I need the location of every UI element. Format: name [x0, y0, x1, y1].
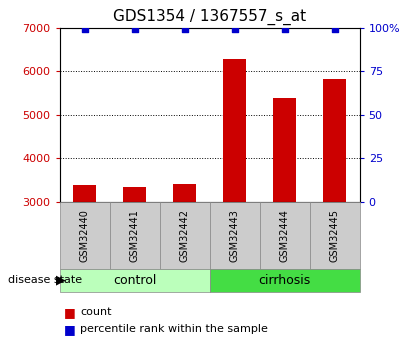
Point — [81, 27, 88, 32]
Bar — [123, 187, 146, 202]
Point — [132, 27, 138, 32]
Text: control: control — [113, 274, 156, 287]
Bar — [173, 184, 196, 202]
Text: GSM32440: GSM32440 — [80, 209, 90, 262]
Point — [181, 27, 188, 32]
Text: ■: ■ — [64, 323, 76, 336]
Text: GSM32441: GSM32441 — [129, 209, 140, 262]
Bar — [323, 79, 346, 202]
Title: GDS1354 / 1367557_s_at: GDS1354 / 1367557_s_at — [113, 9, 306, 25]
Point — [331, 27, 338, 32]
Text: GSM32444: GSM32444 — [279, 209, 290, 262]
Point — [231, 27, 238, 32]
Text: count: count — [80, 307, 112, 317]
Text: cirrhosis: cirrhosis — [259, 274, 311, 287]
Text: GSM32443: GSM32443 — [230, 209, 240, 262]
Text: GSM32442: GSM32442 — [180, 209, 189, 262]
Text: ▶: ▶ — [55, 274, 65, 287]
Bar — [223, 59, 246, 202]
Text: ■: ■ — [64, 306, 76, 319]
Text: GSM32445: GSM32445 — [330, 209, 339, 262]
Point — [281, 27, 288, 32]
Text: disease state: disease state — [8, 275, 82, 285]
Bar — [273, 98, 296, 202]
Bar — [73, 185, 96, 202]
Text: percentile rank within the sample: percentile rank within the sample — [80, 325, 268, 334]
